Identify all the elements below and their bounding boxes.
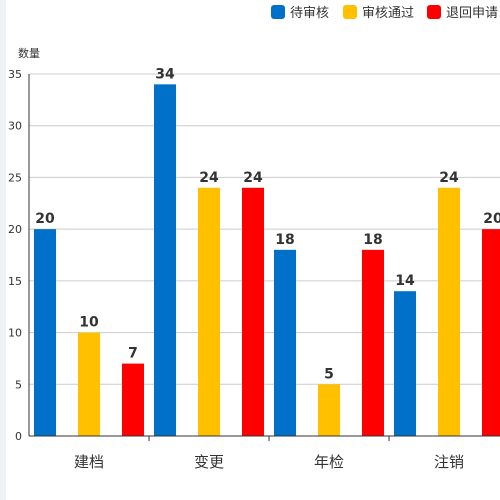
x-tick-label: 建档 <box>74 453 104 471</box>
x-tick-label: 注销 <box>434 453 464 471</box>
y-tick-label: 5 <box>15 378 22 391</box>
y-tick-label: 30 <box>8 120 22 133</box>
bar <box>78 332 100 436</box>
bar <box>482 229 500 436</box>
legend-swatch <box>343 5 357 19</box>
y-axis-label: 数量 <box>18 47 40 60</box>
data-label: 24 <box>439 170 459 186</box>
y-tick-label: 10 <box>8 327 22 340</box>
bar <box>274 249 296 436</box>
bar <box>198 187 220 436</box>
legend-swatch <box>427 5 441 19</box>
data-label: 20 <box>483 211 500 227</box>
bar <box>362 249 384 436</box>
y-tick-label: 0 <box>15 430 22 443</box>
x-tick-label: 变更 <box>194 453 224 471</box>
data-label: 34 <box>155 66 175 82</box>
bar <box>122 363 144 436</box>
legend-entry: 审核通过 <box>362 6 414 21</box>
data-label: 7 <box>128 346 138 362</box>
y-tick-label: 20 <box>8 223 22 236</box>
y-tick-labels: 0 5 10 15 20 25 30 35 <box>8 68 22 443</box>
y-tick-label: 15 <box>8 275 22 288</box>
bars <box>34 84 500 436</box>
bar <box>394 291 416 436</box>
data-labels: 20 10 7 34 24 24 18 5 18 14 24 20 <box>35 66 500 382</box>
y-tick-label: 25 <box>8 171 22 184</box>
legend-entry: 待审核 <box>290 6 329 21</box>
bar <box>318 384 340 436</box>
x-tick-label: 年检 <box>314 453 344 471</box>
data-label: 20 <box>35 211 55 227</box>
grid-lines <box>29 73 500 385</box>
x-axis: 建档 变更 年检 注销 <box>28 74 500 471</box>
data-label: 24 <box>199 170 219 186</box>
data-label: 5 <box>324 366 334 382</box>
y-tick-label: 35 <box>8 68 22 81</box>
data-label: 18 <box>275 232 294 248</box>
legend-entry: 退回申请 <box>446 6 498 21</box>
data-label: 10 <box>79 315 99 331</box>
data-label: 14 <box>395 273 415 289</box>
left-edge-strip <box>0 0 6 500</box>
bar <box>242 187 264 436</box>
legend: 待审核 审核通过 退回申请 <box>271 5 498 21</box>
legend-swatch <box>271 5 285 19</box>
bar <box>438 187 460 436</box>
bar <box>34 229 56 436</box>
data-label: 24 <box>243 170 263 186</box>
data-label: 18 <box>363 232 382 248</box>
bar <box>154 84 176 436</box>
